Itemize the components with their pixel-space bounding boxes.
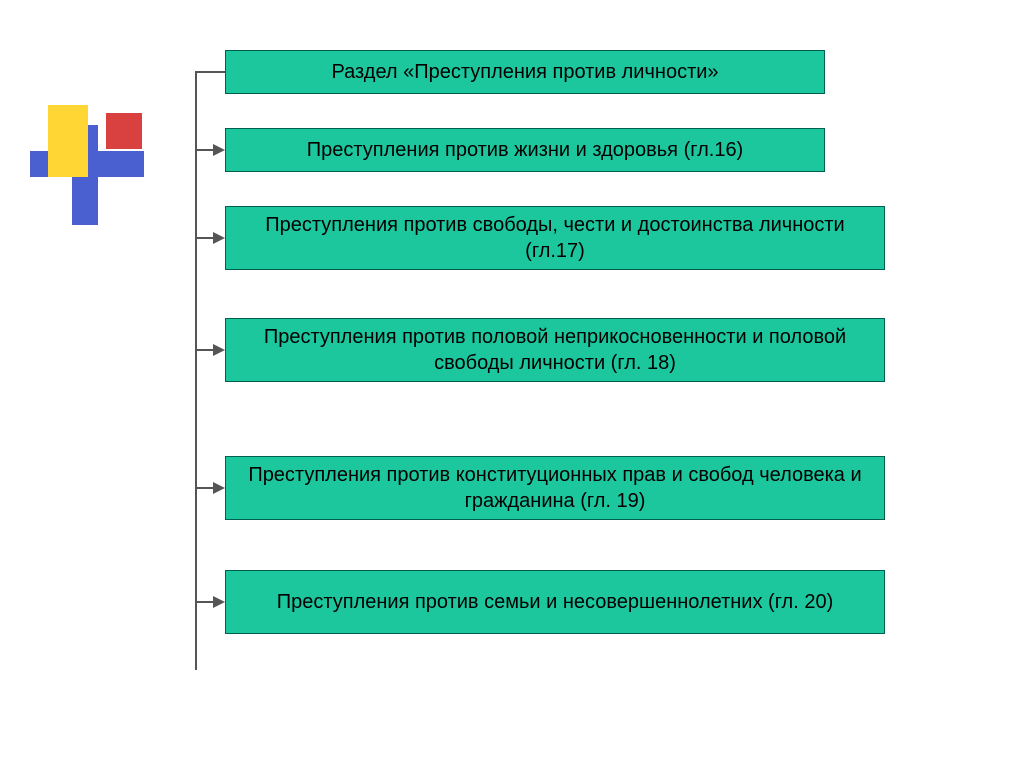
child-label: Преступления против жизни и здоровья (гл… [307, 137, 743, 163]
arrow-line [195, 149, 215, 151]
trunk-line [195, 72, 197, 670]
child-label: Преступления против половой неприкоснове… [242, 324, 868, 376]
child-box: Преступления против семьи и несовершенно… [225, 570, 885, 634]
arrow-head-icon [213, 344, 225, 356]
arrow-head-icon [213, 144, 225, 156]
child-box: Преступления против конституционных прав… [225, 456, 885, 520]
child-label: Преступления против семьи и несовершенно… [277, 589, 834, 615]
arrow-line [195, 237, 215, 239]
root-box: Раздел «Преступления против личности» [225, 50, 825, 94]
deco-yellow-rect [48, 105, 88, 177]
root-label: Раздел «Преступления против личности» [331, 59, 718, 85]
root-connector [195, 71, 225, 73]
deco-red-square [106, 113, 142, 149]
arrow-line [195, 601, 215, 603]
arrow-head-icon [213, 596, 225, 608]
slide-decoration [30, 105, 170, 245]
hierarchy-diagram: Раздел «Преступления против личности» Пре… [165, 50, 945, 730]
child-box: Преступления против жизни и здоровья (гл… [225, 128, 825, 172]
child-label: Преступления против конституционных прав… [242, 462, 868, 514]
child-box: Преступления против свободы, чести и дос… [225, 206, 885, 270]
arrow-head-icon [213, 482, 225, 494]
child-box: Преступления против половой неприкоснове… [225, 318, 885, 382]
child-label: Преступления против свободы, чести и дос… [242, 212, 868, 264]
arrow-line [195, 487, 215, 489]
arrow-head-icon [213, 232, 225, 244]
arrow-line [195, 349, 215, 351]
